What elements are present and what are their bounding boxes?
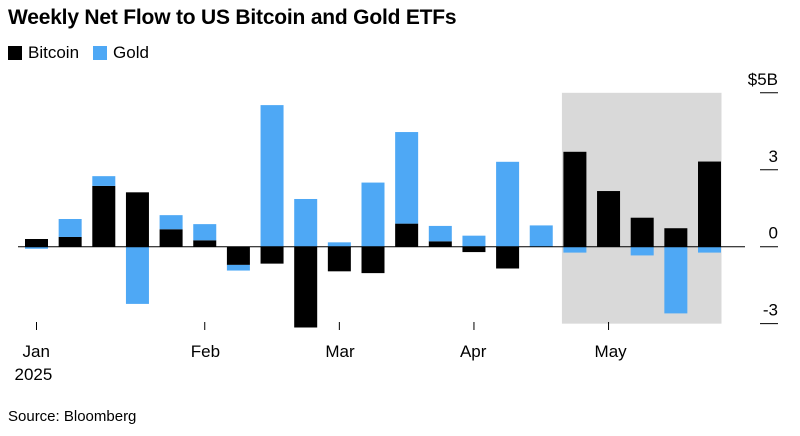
bar-gold [664,246,688,314]
bar-bitcoin [125,192,149,247]
bar-bitcoin [664,228,688,247]
y-tick-label: 0 [769,224,778,243]
bar-gold [496,161,520,247]
bar-gold [563,246,587,253]
bar-gold [193,224,217,241]
legend-item-gold: Gold [93,43,149,63]
bar-bitcoin [294,246,318,328]
bar-gold [159,215,183,230]
bar-gold [462,235,486,247]
bar-bitcoin [361,246,385,274]
x-tick-label: Feb [191,342,220,361]
x-tick-label: Apr [460,342,487,361]
bar-bitcoin [563,151,587,247]
bar-bitcoin [260,246,284,264]
legend-swatch-bitcoin [8,46,22,60]
bar-bitcoin [25,239,48,247]
bar-gold [294,198,318,247]
bar-gold [92,176,116,186]
bar-bitcoin [193,240,217,247]
bar-gold [58,218,82,237]
legend-item-bitcoin: Bitcoin [8,43,79,63]
bar-bitcoin [428,241,452,247]
legend-swatch-gold [93,46,108,60]
bar-gold [327,242,351,247]
bar-bitcoin [226,246,250,265]
x-tick-label: Jan [23,342,50,361]
x-tick-year-label: 2025 [15,365,53,384]
y-tick-label: -3 [763,301,778,320]
bar-gold [226,264,250,271]
x-tick-label: May [595,342,628,361]
bar-bitcoin [698,161,721,247]
bar-gold [260,105,284,247]
y-tick-label: 3 [769,147,778,166]
bar-bitcoin [630,217,654,247]
bar-gold [25,246,48,249]
bar-bitcoin [159,229,183,247]
bar-bitcoin [395,223,419,247]
y-tick-label: $5B [748,70,778,89]
bar-gold [428,225,452,242]
source-note: Source: Bloomberg [8,408,137,425]
bar-gold [361,182,385,247]
bar-gold [395,132,419,224]
bar-bitcoin [92,185,116,247]
bar-bitcoin [58,236,82,247]
bar-bitcoin [597,191,621,247]
bar-gold [125,246,149,304]
legend-label-bitcoin: Bitcoin [28,43,80,62]
legend: Bitcoin Gold [8,43,163,63]
bar-bitcoin [496,246,520,269]
legend-label-gold: Gold [113,43,149,62]
bar-bitcoin [327,246,351,272]
highlight-region [561,92,722,324]
bar-gold [630,246,654,256]
bar-gold [529,225,553,247]
bar-bitcoin [462,246,486,253]
bar-gold [698,246,721,253]
chart-title: Weekly Net Flow to US Bitcoin and Gold E… [8,6,457,29]
x-tick-label: Mar [325,342,355,361]
